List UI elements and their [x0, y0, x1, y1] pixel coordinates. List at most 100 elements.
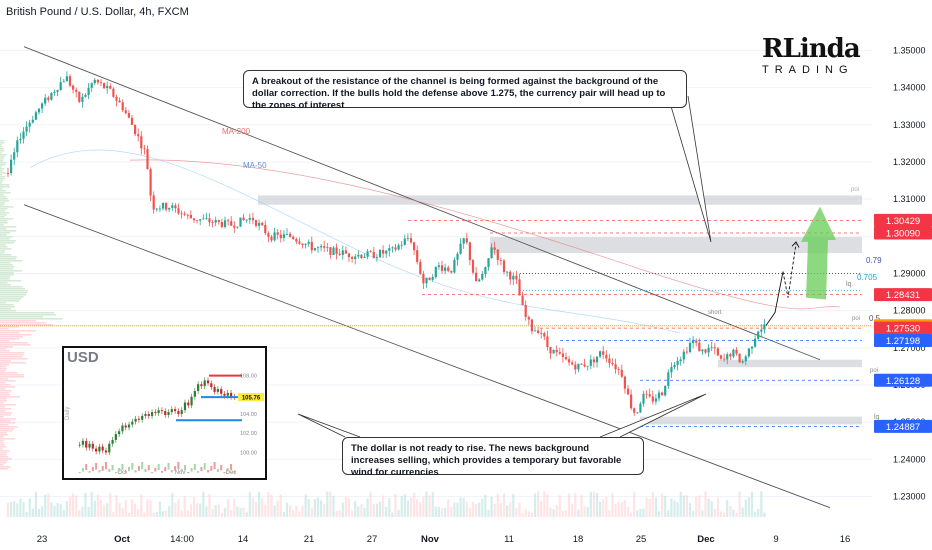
zone-rect [718, 359, 862, 368]
inset-volume-bar [167, 463, 170, 470]
candle-body [602, 351, 605, 355]
candle-body [478, 279, 481, 282]
inset-volume-bar [170, 470, 173, 473]
profile-bar [0, 264, 13, 266]
target-arrow [801, 206, 836, 300]
profile-bar [0, 166, 2, 168]
candle-body [211, 222, 214, 224]
candle-body [397, 245, 400, 250]
inset-candle-body [134, 418, 137, 422]
volume-bar [729, 505, 732, 517]
profile-bar [0, 194, 4, 196]
volume-bar [223, 507, 227, 517]
volume-bar [713, 508, 716, 517]
volume-bar [456, 502, 459, 517]
candle-body [214, 220, 217, 223]
candle-body [580, 363, 583, 365]
candle-body [341, 250, 344, 255]
candle-body [347, 253, 351, 258]
inset-candle-body [101, 446, 104, 451]
candle-body [81, 96, 84, 102]
profile-bar [0, 352, 25, 354]
volume-bar [394, 494, 397, 517]
volume-bar [738, 491, 741, 517]
candle-body [710, 347, 713, 349]
candle-body [152, 195, 155, 210]
candle-body [750, 346, 754, 349]
candle-body [549, 347, 552, 354]
inset-volume-bar [141, 462, 144, 470]
volume-bar [561, 510, 564, 517]
symbol-title[interactable]: British Pound / U.S. Dollar, 4h, FXCM [6, 6, 189, 18]
inset-candle-body [81, 440, 85, 445]
volume-bar [53, 505, 56, 517]
volume-bar [37, 508, 41, 517]
candle-body [564, 356, 568, 360]
candle-body [220, 222, 223, 228]
candle-body [465, 238, 468, 243]
profile-bar [0, 150, 5, 152]
volume-bar [568, 493, 571, 517]
candle-body [19, 138, 22, 141]
candle-body [366, 251, 369, 257]
candle-body [747, 348, 750, 357]
inset-volume-bar [121, 464, 124, 470]
profile-bar [0, 228, 7, 230]
candle-body [670, 367, 673, 373]
candle-body [462, 238, 465, 244]
volume-bar [636, 510, 639, 517]
price-tag-bg [874, 226, 932, 240]
price-tags: 1.304291.300901.284311.275931.275301.271… [874, 213, 932, 433]
inset-candle-body [118, 431, 121, 435]
candle-body [258, 222, 261, 226]
profile-bar [0, 140, 5, 142]
candle-body [31, 119, 34, 123]
volume-bar [564, 509, 568, 517]
channel-lower-line [23, 204, 831, 509]
profile-bar [0, 200, 10, 202]
volume-bar [273, 505, 276, 517]
candle-body [53, 91, 56, 93]
candle-body [459, 243, 462, 254]
zone-upper-label: poi [851, 187, 859, 193]
candle-body [589, 359, 592, 366]
candle-body [471, 260, 475, 273]
candle-body [698, 342, 701, 352]
volume-bar [227, 499, 230, 517]
candle-body [716, 348, 719, 356]
inset-candle-body [88, 443, 91, 448]
volume-bar [716, 497, 719, 517]
volume-bar [307, 499, 310, 517]
volume-bar [388, 498, 391, 517]
inset-price-tick: 102.00 [240, 431, 257, 437]
price-tag-label: 1.30090 [886, 228, 920, 239]
candle-body [701, 349, 704, 352]
candle-body [10, 159, 13, 174]
volume-bar [199, 503, 202, 517]
volume-bar [447, 499, 450, 517]
profile-bar [0, 208, 8, 210]
usd-inset-chart[interactable]: USD Daily 108.00106.00104.00102.00100.00… [62, 346, 267, 480]
time-axis[interactable]: 23 Oct 14:00 14 21 27 Nov 11 18 25 Dec 9 16 [37, 534, 851, 545]
profile-bar [0, 164, 6, 166]
volume-bar [44, 494, 47, 517]
inset-candle-body [95, 448, 98, 452]
candle-body [37, 108, 41, 113]
inset-volume-bar [190, 468, 193, 472]
volume-bar [688, 502, 692, 517]
candle-body [475, 272, 478, 282]
profile-bar [0, 320, 36, 322]
candle-body [326, 247, 329, 249]
candle-body [741, 361, 744, 363]
profile-bar [0, 416, 4, 418]
inset-candle-body [137, 418, 140, 420]
volume-bar [465, 501, 468, 517]
candle-body [515, 275, 518, 280]
volume-bar [279, 494, 282, 517]
candle-body [165, 202, 168, 210]
volume-bar [292, 509, 295, 517]
candle-body [692, 340, 695, 344]
profile-bar [0, 404, 16, 406]
candle-body [301, 243, 304, 245]
candle-body [639, 403, 642, 413]
